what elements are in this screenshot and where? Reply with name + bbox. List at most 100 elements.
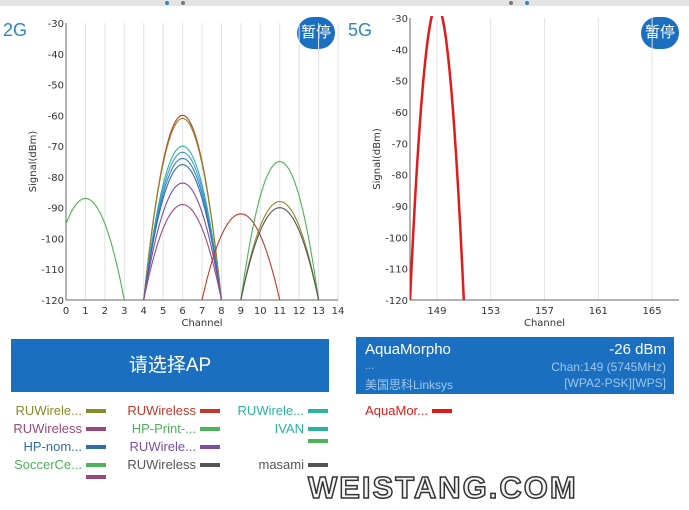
x-tick-label: 149 <box>427 306 446 317</box>
legend-swatch <box>308 426 328 431</box>
ap-channel: Chan:149 (5745MHz) <box>551 360 666 374</box>
legend-label: masami <box>258 457 304 472</box>
legend-item[interactable]: RUWirele... <box>232 403 328 418</box>
signal-curve <box>143 204 222 300</box>
ap-signal: -26 dBm <box>609 341 666 358</box>
select-ap-button[interactable]: 请选择AP <box>11 339 329 392</box>
x-tick-label: 5 <box>160 306 166 317</box>
pause-button-2g[interactable]: 暂停 <box>297 17 335 49</box>
legend-label: AquaMor... <box>365 403 428 418</box>
page-indicator-bar <box>0 0 689 6</box>
x-axis-label: Channel <box>524 318 565 329</box>
legend-swatch <box>200 426 220 431</box>
signal-curve <box>143 117 222 300</box>
x-tick-label: 8 <box>218 306 224 317</box>
legend-swatch <box>200 462 220 467</box>
legend-item[interactable]: SoccerCe... <box>12 457 106 472</box>
y-tick-label: -50 <box>48 81 64 92</box>
legend-swatch <box>308 408 328 413</box>
legend-item[interactable] <box>232 439 328 443</box>
x-axis-label: Channel <box>181 318 222 329</box>
y-tick-label: -100 <box>385 233 408 244</box>
legend-item[interactable]: AquaMor... <box>356 403 452 418</box>
ap-ellipsis: ... <box>365 360 375 372</box>
y-axis-label: Signal(dBm) <box>372 128 383 190</box>
signal-curve <box>143 157 222 300</box>
legend-swatch <box>86 444 106 449</box>
ap-name: AquaMorpho <box>365 341 451 358</box>
legend-item[interactable]: HP-Print-... <box>120 421 220 436</box>
legend-swatch <box>86 408 106 413</box>
legend-label: IVAN <box>274 421 304 436</box>
y-tick-label: -80 <box>392 171 408 182</box>
y-tick-label: -120 <box>41 296 64 307</box>
legend-label: RUWirele... <box>129 439 196 454</box>
legend-label: RUWireless <box>127 403 196 418</box>
y-tick-label: -60 <box>392 108 408 119</box>
x-tick-label: 1 <box>82 306 88 317</box>
legend-label: SoccerCe... <box>14 457 82 472</box>
x-tick-label: 2 <box>102 306 108 317</box>
x-tick-label: 153 <box>481 306 500 317</box>
y-tick-label: -70 <box>392 139 408 150</box>
signal-curve <box>143 182 222 300</box>
x-tick-label: 10 <box>254 306 267 317</box>
page-indicator-dot <box>525 1 529 5</box>
signal-curve <box>143 145 222 300</box>
ap-vendor: 美国思科Linksys <box>365 378 454 392</box>
legend-swatch <box>200 408 220 413</box>
legend-label: RUWirele... <box>15 403 82 418</box>
signal-curve <box>240 207 320 300</box>
legend-swatch <box>308 439 328 443</box>
signal-chart-5g: -120 -110 -100 -90 -80 -70 -60 -50 -40 -30 149 153 1… <box>372 14 679 329</box>
y-tick-label: -110 <box>41 265 64 276</box>
legend-label: HP-Print-... <box>131 421 196 436</box>
legend-label: RUWirele... <box>237 403 304 418</box>
y-tick-label: -50 <box>392 77 408 88</box>
y-tick-label: -80 <box>48 173 64 184</box>
band-label-2g: 2G <box>3 20 28 40</box>
legend-item[interactable] <box>12 475 106 479</box>
signal-curve <box>240 200 320 300</box>
legend-item[interactable]: masami <box>232 457 328 472</box>
y-tick-label: -40 <box>48 50 64 61</box>
x-tick-label: 13 <box>312 306 325 317</box>
x-tick-label: 6 <box>179 306 185 317</box>
x-tick-label: 0 <box>63 306 69 317</box>
legend-item[interactable]: RUWireless <box>12 421 106 436</box>
legend-swatch <box>200 444 220 449</box>
watermark-text: WEISTANG.COM <box>307 469 578 506</box>
legend-item[interactable]: RUWirele... <box>120 439 220 454</box>
y-tick-label: -30 <box>48 19 64 30</box>
signal-curve <box>143 164 222 300</box>
x-tick-label: 9 <box>238 306 244 317</box>
legend-swatch <box>86 475 106 479</box>
y-tick-label: -60 <box>48 111 64 122</box>
ap-info-card[interactable]: AquaMorpho -26 dBm ... Chan:149 (5745MHz… <box>356 337 674 394</box>
ap-security: [WPA2-PSK][WPS] <box>564 376 666 390</box>
legend-swatch <box>308 462 328 467</box>
y-tick-label: -120 <box>385 296 408 307</box>
signal-curve <box>66 197 125 300</box>
legend-item[interactable]: RUWireless <box>120 403 220 418</box>
legend-item[interactable]: RUWirele... <box>12 403 106 418</box>
y-tick-label: -30 <box>392 14 408 25</box>
x-tick-label: 161 <box>589 306 608 317</box>
y-tick-label: -40 <box>392 45 408 56</box>
signal-curve <box>143 151 222 300</box>
legend-item[interactable]: HP-nom... <box>12 439 106 454</box>
signal-curve <box>201 213 281 300</box>
legend-label: HP-nom... <box>23 439 82 454</box>
band-label-5g: 5G <box>348 20 373 40</box>
signal-curve <box>410 16 466 300</box>
signal-curve <box>240 160 320 300</box>
y-axis-label: Signal(dBm) <box>28 131 39 193</box>
page-indicator-dot <box>181 1 185 5</box>
legend-swatch <box>432 408 452 413</box>
legend-item[interactable]: IVAN <box>232 421 328 436</box>
x-tick-label: 165 <box>643 306 662 317</box>
y-tick-label: -70 <box>48 142 64 153</box>
legend-item[interactable]: RUWireless <box>120 457 220 472</box>
x-tick-label: 14 <box>332 306 345 317</box>
legend-swatch <box>86 426 106 431</box>
